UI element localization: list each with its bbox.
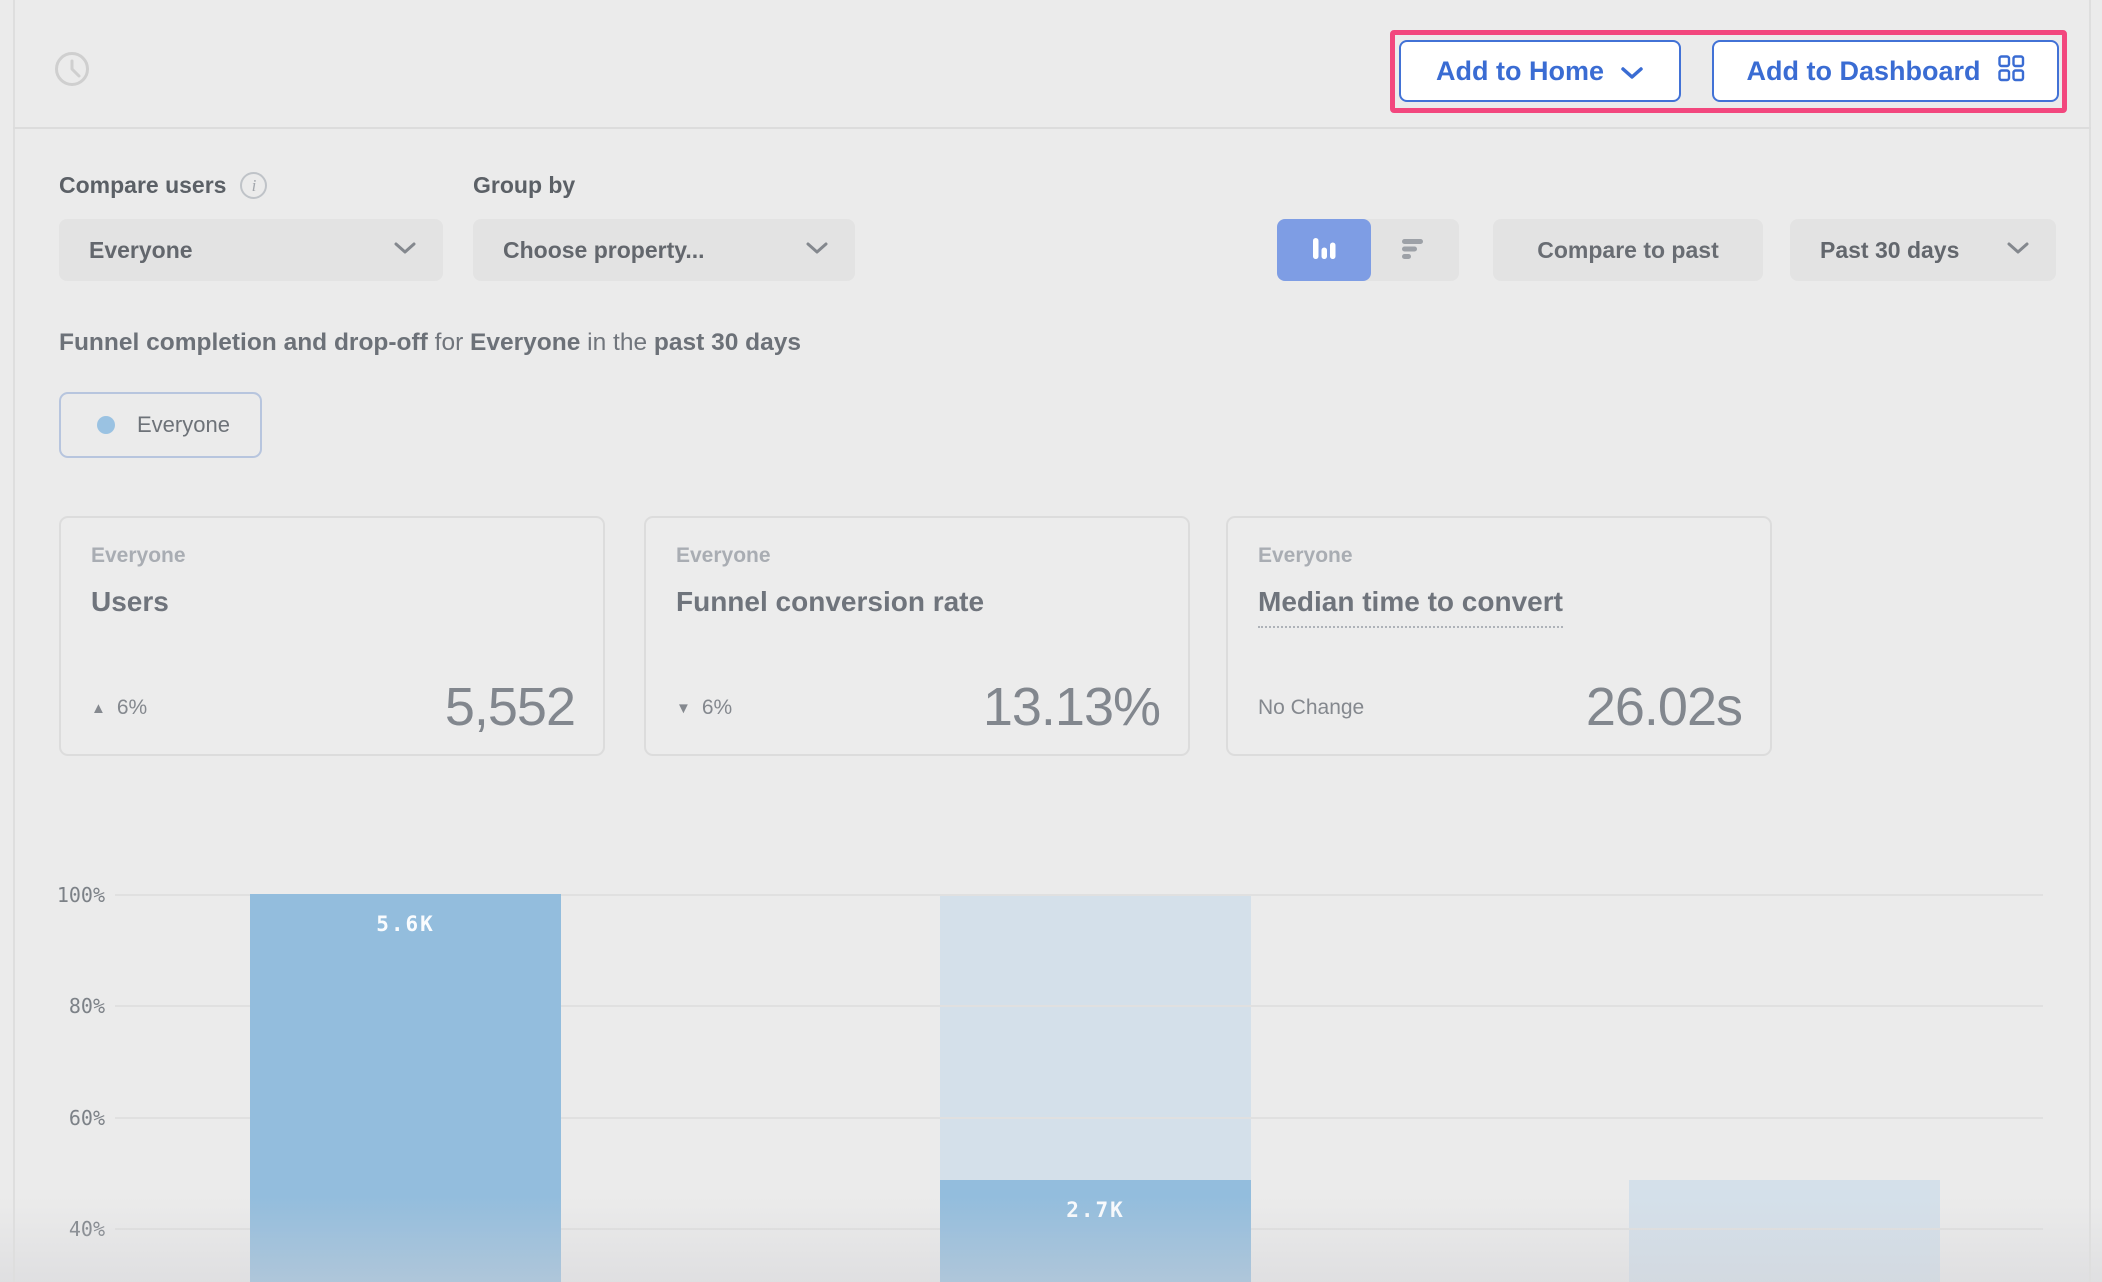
group-by-label-row: Group by (473, 172, 575, 199)
card-metric-value: 26.02s (1585, 677, 1743, 737)
info-icon[interactable]: i (240, 172, 268, 199)
funnel-bar-dropoff-segment[interactable] (940, 894, 1251, 1181)
card-segment-label: Everyone (91, 544, 186, 567)
chevron-down-icon (393, 241, 417, 260)
panel-border-right (2089, 0, 2091, 1282)
date-range-value: Past 30 days (1820, 236, 1960, 263)
chevron-down-icon (1620, 56, 1644, 87)
add-to-dashboard-button[interactable]: Add to Dashboard (1712, 40, 2059, 102)
metric-card-median-time: Everyone Median time to convert No Chang… (1226, 516, 1772, 756)
chevron-down-icon (2006, 241, 2030, 260)
compare-to-past-button[interactable]: Compare to past (1493, 219, 1763, 281)
delta-up-icon: ▲ (91, 699, 106, 717)
compare-users-label: Compare users (59, 172, 227, 198)
headline-connector: for (427, 329, 471, 356)
card-segment-label: Everyone (676, 544, 771, 567)
bar-chart-view-button[interactable] (1277, 219, 1371, 281)
card-metric-value: 13.13% (982, 677, 1161, 737)
history-clock-icon[interactable] (52, 49, 92, 89)
group-by-placeholder: Choose property... (503, 236, 705, 263)
delta-value: 6% (701, 696, 733, 719)
chart-type-toggle (1277, 219, 1459, 281)
card-title-with-tooltip[interactable]: Median time to convert (1258, 586, 1563, 628)
panel-border-left (13, 0, 15, 1282)
headline-connector-2: in the (580, 329, 654, 356)
add-to-dashboard-label: Add to Dashboard (1746, 55, 1981, 86)
delta-value: 6% (116, 696, 148, 719)
y-gridline (115, 894, 2043, 896)
funnel-bar-converted-segment[interactable] (250, 894, 561, 1282)
card-delta: ▼ 6% (676, 696, 732, 720)
y-gridline (115, 1116, 2043, 1119)
legend-chip-everyone[interactable]: Everyone (59, 392, 262, 458)
vertical-bars-icon (1308, 232, 1340, 269)
compare-users-dropdown[interactable]: Everyone (59, 219, 443, 281)
add-to-home-button[interactable]: Add to Home (1399, 40, 1681, 102)
card-segment-label: Everyone (1258, 544, 1353, 567)
dashboard-grid-icon (1997, 54, 2025, 89)
horizontal-bars-icon (1396, 232, 1428, 269)
topbar-divider (13, 127, 2091, 129)
horizontal-funnel-view-button[interactable] (1365, 219, 1459, 281)
add-to-home-label: Add to Home (1436, 55, 1604, 86)
report-headline: Funnel completion and drop-off for Every… (59, 329, 801, 357)
compare-users-value: Everyone (89, 236, 193, 263)
headline-report-type: Funnel completion and drop-off (59, 329, 428, 356)
compare-to-past-label: Compare to past (1537, 236, 1719, 263)
card-title: Users (91, 586, 169, 617)
bar-value-label: 5.6K (376, 912, 435, 936)
delta-value: No Change (1258, 696, 1365, 719)
date-range-dropdown[interactable]: Past 30 days (1790, 219, 2056, 281)
y-axis-tick-label: 60% (68, 1105, 105, 1130)
funnel-bar-converted-segment[interactable] (940, 1180, 1251, 1282)
delta-down-icon: ▼ (676, 699, 691, 717)
series-color-dot-icon (97, 416, 115, 434)
chevron-down-icon (805, 241, 829, 260)
group-by-label: Group by (473, 172, 576, 198)
headline-segment: Everyone (470, 329, 581, 356)
y-axis-tick-label: 100% (56, 883, 105, 907)
card-delta: ▲ 6% (91, 696, 147, 720)
funnel-bar-dropoff-segment[interactable] (1629, 1180, 1940, 1282)
group-by-dropdown[interactable]: Choose property... (473, 219, 855, 281)
metric-card-conversion-rate: Everyone Funnel conversion rate ▼ 6% 13.… (644, 516, 1190, 756)
metric-card-users: Everyone Users ▲ 6% 5,552 (59, 516, 605, 756)
y-gridline (115, 1005, 2043, 1008)
y-axis-tick-label: 40% (68, 1217, 105, 1242)
y-axis-tick-label: 80% (68, 994, 105, 1019)
tutorial-highlight-box (1390, 30, 2067, 113)
legend-series-label: Everyone (137, 412, 230, 437)
card-title: Funnel conversion rate (676, 586, 985, 617)
compare-users-label-row: Compare users i (59, 172, 268, 199)
headline-date-range: past 30 days (653, 329, 802, 356)
card-metric-value: 5,552 (444, 677, 576, 737)
bar-value-label: 2.7K (1066, 1198, 1125, 1223)
card-delta: No Change (1258, 696, 1364, 720)
